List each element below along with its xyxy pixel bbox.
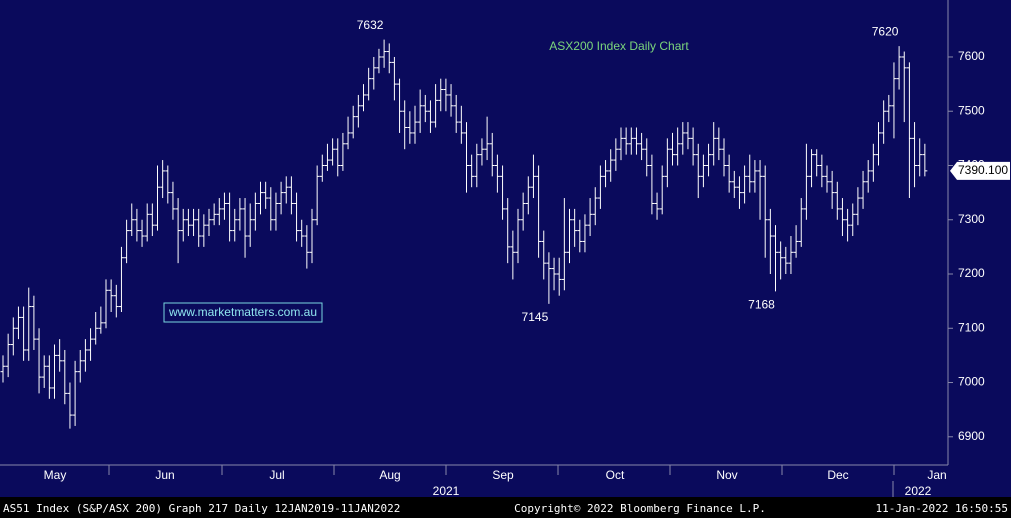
x-tick-label: Sep (492, 468, 514, 482)
annotation: 7145 (522, 310, 549, 324)
y-tick-label: 6900 (958, 429, 985, 443)
x-tick-label: Oct (606, 468, 625, 482)
y-tick-label: 7300 (958, 212, 985, 226)
x-tick-label: Jan (927, 468, 946, 482)
last-price-label: 7390.100 (958, 163, 1008, 177)
x-tick-label: Dec (827, 468, 848, 482)
year-label: 2021 (433, 484, 460, 498)
chart-title: ASX200 Index Daily Chart (549, 39, 689, 53)
x-tick-label: Jul (269, 468, 284, 482)
footer-left: AS51 Index (S&P/ASX 200) Graph 217 Daily… (3, 502, 400, 515)
watermark-box (163, 302, 323, 323)
y-tick-label: 7200 (958, 266, 985, 280)
x-tick-label: Jun (155, 468, 174, 482)
footer-background (0, 497, 1011, 518)
footer-right: 11-Jan-2022 16:50:55 (876, 502, 1008, 515)
y-tick-label: 7100 (958, 320, 985, 334)
annotation: 7168 (748, 298, 775, 312)
last-price-box (950, 161, 1010, 180)
watermark: www.marketmatters.com.au (168, 305, 317, 319)
annotation: 7620 (872, 24, 899, 38)
footer-center: Copyright© 2022 Bloomberg Finance L.P. (514, 502, 766, 515)
y-tick-label: 7500 (958, 103, 985, 117)
x-tick-label: Aug (379, 468, 400, 482)
y-tick-label: 7600 (958, 49, 985, 63)
x-tick-label: Nov (716, 468, 737, 482)
background (0, 0, 1011, 497)
year-label: 2022 (905, 484, 932, 498)
y-tick-label: 7000 (958, 375, 985, 389)
annotation: 7632 (357, 18, 384, 32)
x-tick-label: May (44, 468, 67, 482)
